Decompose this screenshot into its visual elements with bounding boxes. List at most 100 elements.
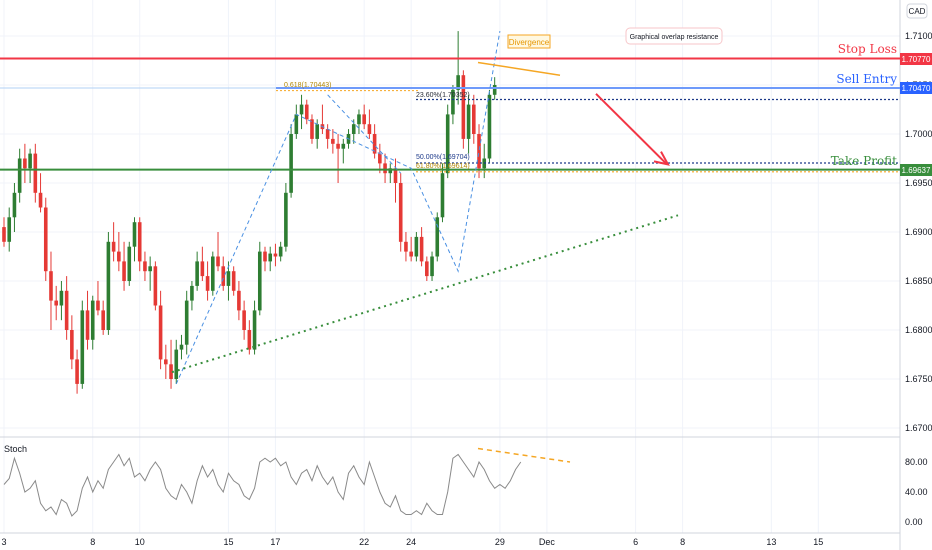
candle-body xyxy=(184,300,189,345)
take-profit-price: 1.69637 xyxy=(902,166,931,175)
candle-body xyxy=(263,251,267,262)
take-profit-price-badge: 1.69637 xyxy=(900,164,932,176)
candle-body xyxy=(315,124,319,139)
x-tick-label: 15 xyxy=(223,537,233,547)
divergence-trendline xyxy=(477,61,561,76)
candle-body xyxy=(23,158,27,169)
x-tick-label: 29 xyxy=(495,537,505,547)
fib-618-label: 61.80%(1.69614) xyxy=(416,163,470,170)
stoch-y-tick-label: 40.00 xyxy=(905,487,928,497)
x-tick-label: Dec xyxy=(539,537,556,547)
candle-body xyxy=(153,266,158,306)
candle-body xyxy=(289,134,293,193)
candle-body xyxy=(148,266,152,272)
candle-body xyxy=(425,261,429,277)
candle-body xyxy=(466,104,471,139)
x-tick-label: 10 xyxy=(135,537,145,547)
candle-body xyxy=(90,300,95,340)
candle-body xyxy=(404,241,408,252)
candle-body xyxy=(341,143,346,149)
sell-arrow xyxy=(595,93,667,165)
candle-body xyxy=(221,266,226,286)
candle-body xyxy=(216,256,220,267)
candle-body xyxy=(252,310,257,350)
stop-loss-price-badge: 1.70770 xyxy=(900,53,932,65)
candle-body xyxy=(393,168,398,183)
sell-entry-price: 1.70470 xyxy=(902,84,931,93)
candle-body xyxy=(38,192,43,208)
candle-body xyxy=(226,271,231,286)
candle-body xyxy=(456,75,460,90)
x-tick-label: 3 xyxy=(1,537,6,547)
candle-body xyxy=(237,290,241,311)
candle-body xyxy=(12,192,17,218)
candle-body xyxy=(362,114,366,125)
candle-body xyxy=(419,236,424,262)
candle-body xyxy=(158,305,163,360)
candle-body xyxy=(137,222,142,262)
fib-236-label: 23.60%(1.70352) xyxy=(416,92,470,99)
x-tick-label: 8 xyxy=(680,537,685,547)
candle-body xyxy=(310,119,314,139)
candle-body xyxy=(49,271,53,301)
x-tick-label: 15 xyxy=(813,537,823,547)
candle-body xyxy=(2,227,6,242)
candle-body xyxy=(43,207,48,272)
candle-body xyxy=(273,253,278,257)
stoch-label: Stoch xyxy=(4,444,27,454)
candle-body xyxy=(96,300,100,311)
currency-badge[interactable]: CAD xyxy=(906,3,928,19)
candle-body xyxy=(414,236,419,257)
candle-body xyxy=(445,114,450,174)
candle-body xyxy=(17,158,22,193)
time-axis: 3 8 10 15 17 22 24 29 Dec 6 8 13 15 xyxy=(1,537,823,547)
candle-body xyxy=(64,290,69,330)
candle-body xyxy=(278,246,283,257)
candle-body xyxy=(242,310,246,330)
y-tick-label: 1.67500 xyxy=(905,374,932,384)
candle-body xyxy=(336,143,340,149)
candle-body xyxy=(211,256,215,291)
candle-body xyxy=(33,153,38,193)
candle-body xyxy=(378,153,382,164)
stochastic-pane: 80.00 40.00 0.00 xyxy=(3,447,928,527)
candle-body xyxy=(7,217,12,242)
y-tick-label: 1.69500 xyxy=(905,178,932,188)
candlestick-series xyxy=(2,31,497,394)
divergence-callout[interactable]: Divergence xyxy=(507,34,551,49)
sell-arrow-head xyxy=(653,151,670,166)
candle-body xyxy=(257,251,262,311)
divergence-label: Divergence xyxy=(509,38,550,47)
y-tick-label: 1.67000 xyxy=(905,423,932,433)
candle-body xyxy=(179,344,184,350)
currency-label: CAD xyxy=(909,7,926,16)
grid xyxy=(0,0,900,533)
resistance-callout[interactable]: Graphical overlap resistance xyxy=(625,27,723,45)
candle-body xyxy=(205,276,210,291)
candle-body xyxy=(430,256,434,277)
zigzag-leg-line xyxy=(327,94,402,174)
candle-body xyxy=(304,104,309,120)
candle-body xyxy=(367,124,372,134)
drawing-overlays xyxy=(0,31,900,385)
stop-loss-price: 1.70770 xyxy=(902,55,931,64)
candle-body xyxy=(357,114,361,125)
y-tick-label: 1.71000 xyxy=(905,31,932,41)
x-tick-label: 6 xyxy=(633,537,638,547)
candle-body xyxy=(195,261,199,286)
x-tick-label: 17 xyxy=(270,537,280,547)
candle-body xyxy=(472,104,476,134)
y-tick-label: 1.70000 xyxy=(905,129,932,139)
candle-body xyxy=(117,251,121,262)
candle-body xyxy=(70,330,74,360)
candle-body xyxy=(461,75,466,139)
candle-body xyxy=(80,310,85,384)
candle-body xyxy=(200,261,205,277)
candle-body xyxy=(174,349,179,379)
sell-entry-label: Sell Entry xyxy=(836,72,897,86)
candle-body xyxy=(231,271,236,291)
candle-body xyxy=(388,168,393,174)
candle-body xyxy=(143,261,147,272)
candle-body xyxy=(325,129,330,139)
